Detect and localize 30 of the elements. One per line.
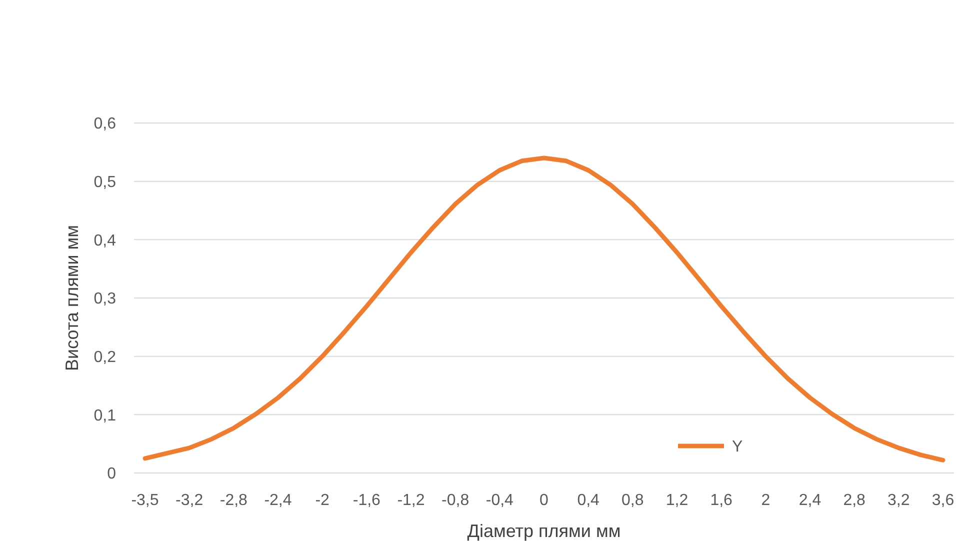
y-tick-label: 0,6 (94, 116, 116, 133)
y-tick-label: 0,2 (94, 348, 116, 366)
y-axis-title: Висота плями мм (62, 224, 82, 372)
x-tick-label: 3,2 (888, 492, 910, 509)
y-tick-label: 0 (107, 466, 116, 483)
x-tick-label: 0,8 (622, 492, 644, 509)
legend-label: Y (732, 438, 743, 456)
x-tick-label: -2 (315, 492, 330, 509)
y-tick-label: 0,3 (94, 290, 116, 308)
x-tick-label: 0,4 (577, 492, 600, 509)
x-tick-label: -1,6 (352, 492, 381, 509)
x-tick-label: -0,4 (486, 492, 514, 509)
y-tick-label: 0,1 (94, 407, 116, 424)
x-tick-label: -0,8 (442, 492, 470, 509)
line-series (142, 156, 946, 462)
x-tick-label: -3,2 (176, 492, 204, 509)
x-tick-label: 2,8 (843, 492, 866, 509)
x-tick-label: -2,8 (220, 492, 248, 509)
x-tick-label: 3,6 (932, 492, 954, 509)
x-tick-label: 2 (761, 492, 770, 509)
y-tick-label: 0,5 (94, 174, 116, 191)
y-tick-label: 0,4 (94, 232, 116, 250)
x-tick-label: -1,2 (397, 492, 425, 509)
x-tick-label: 1,6 (710, 492, 733, 509)
x-tick-label: -3,5 (131, 492, 159, 509)
x-tick-label: -2,4 (264, 492, 292, 509)
x-tick-label: 2,4 (798, 492, 822, 509)
x-tick-label: 1,2 (666, 492, 688, 509)
x-tick-label: 0 (540, 492, 549, 509)
x-axis-title: Діаметр плями мм (467, 521, 621, 541)
